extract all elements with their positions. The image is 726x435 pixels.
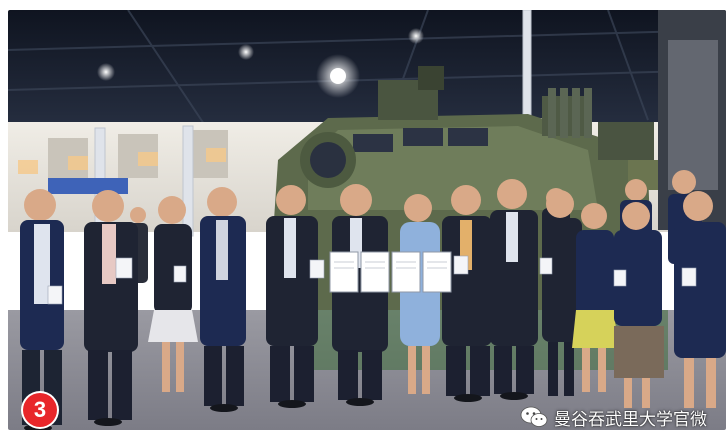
wall-lamps [18,148,226,174]
wechat-watermark: 曼谷吞武里大学官微 [520,404,707,430]
ceiling-lights [97,28,424,98]
name-tags [47,255,697,305]
photo-number-badge: 3 [23,393,57,427]
watermark-text: 曼谷吞武里大学官微 [554,409,707,430]
group-photo [8,10,726,430]
shoes [24,392,528,430]
signed-certificates [329,251,452,293]
wechat-icon [520,406,548,428]
front-row-people [20,179,726,425]
ceiling-trusses [8,10,726,131]
booth-sign [48,178,128,194]
